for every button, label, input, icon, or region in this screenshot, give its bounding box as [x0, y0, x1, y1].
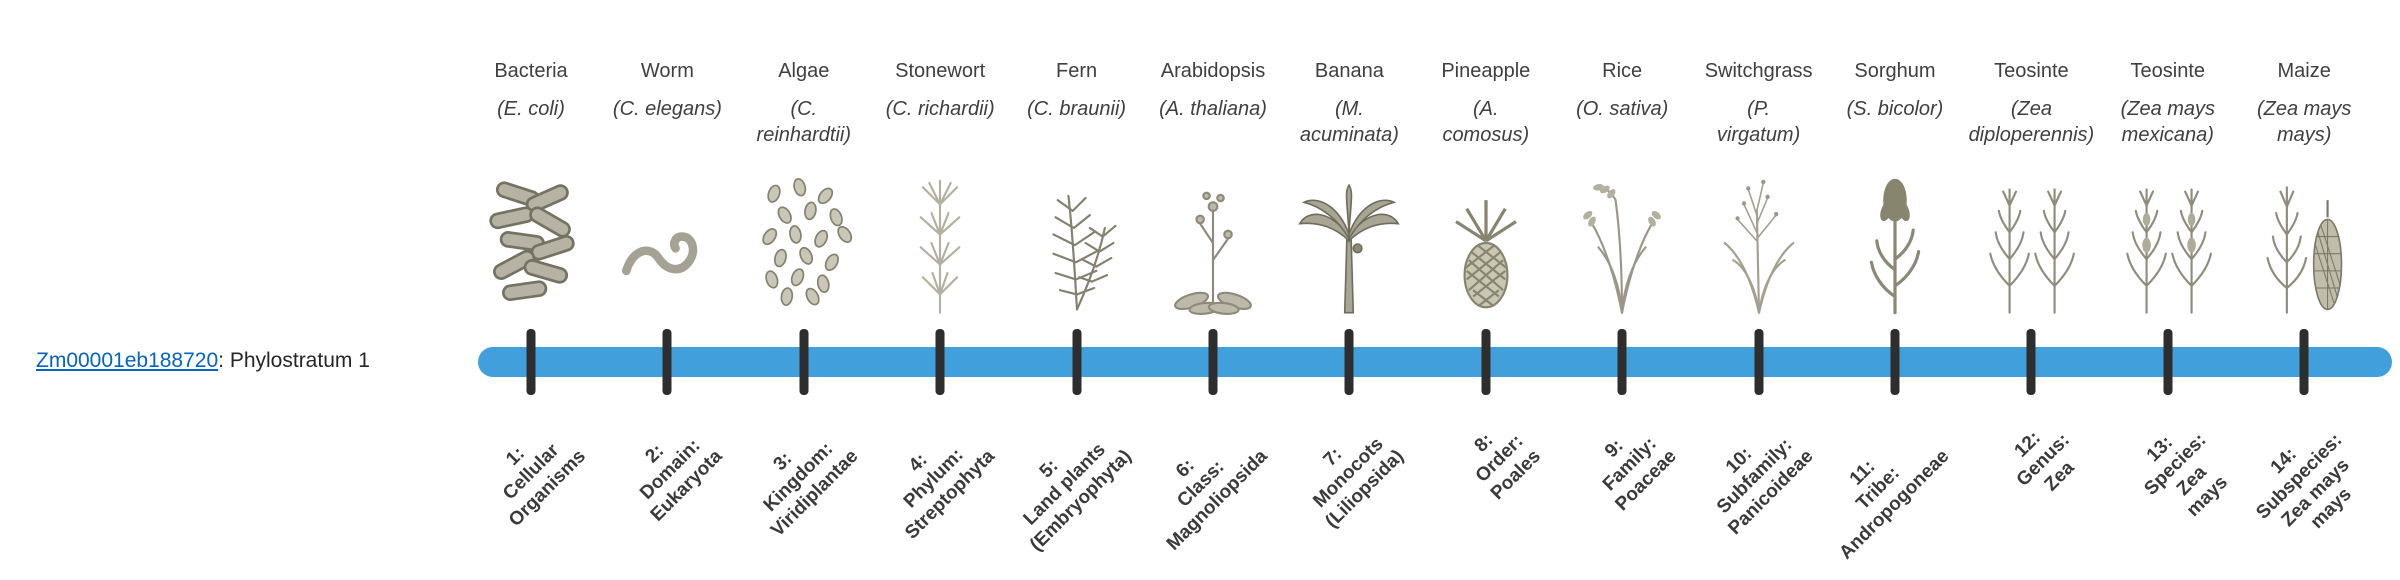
- timeline-tick: [1617, 329, 1627, 395]
- taxon-column: Teosinte (Zea diploperennis) 12: Genus: …: [1961, 0, 2101, 580]
- taxon-scientific-name: (A. comosus): [1442, 98, 1530, 146]
- taxon-column: Switchgrass (P. virgatum) 10: Subfamily:…: [1689, 0, 1829, 580]
- taxon-scientific-name: (C. elegans): [612, 98, 722, 120]
- sorghum-icon: [1839, 168, 1951, 318]
- phylostratum-label: 12: Genus: Zea: [2010, 427, 2079, 496]
- taxon-common-name: Teosinte: [2130, 60, 2206, 82]
- phylostratum-label: 4: Phylum: Streptophyta: [900, 444, 999, 544]
- taxon-scientific-name: (P. virgatum): [1716, 98, 1801, 146]
- phylostratum-label: 7: Monocots (Liliopsida): [1309, 433, 1408, 533]
- taxon-common-name: Pineapple: [1441, 60, 1531, 82]
- pineapple-icon: [1430, 168, 1542, 318]
- rice-icon: [1566, 168, 1678, 318]
- phylostratum-label: 1: Cellular Organisms: [499, 440, 590, 531]
- phylostratum-label: 5: Land plants (Embryophyta): [1019, 439, 1136, 556]
- taxon-column: Bacteria (E. coli) 1: Cellular Organisms: [461, 0, 601, 580]
- switchgrass-icon: [1703, 168, 1815, 318]
- phylostratum-label: 3: Kingdom: Viridiplantae: [760, 438, 863, 541]
- taxon-common-name: Switchgrass: [1704, 60, 1813, 82]
- taxon-common-name: Maize: [2277, 60, 2331, 82]
- worm-icon: [611, 168, 723, 318]
- teosinte-diploperennis-icon: [1975, 168, 2087, 318]
- taxon-scientific-name: (S. bicolor): [1846, 98, 1944, 120]
- taxon-column: Teosinte (Zea mays mexicana) 13: Species…: [2098, 0, 2238, 580]
- taxon-column: Maize (Zea mays mays) 14: Subspecies: Ze…: [2234, 0, 2374, 580]
- fern-icon: [1021, 168, 1133, 318]
- timeline-tick: [1754, 329, 1764, 395]
- taxon-column: Arabidopsis (A. thaliana) 6: Class: Magn…: [1143, 0, 1283, 580]
- taxon-scientific-name: (C. braunii): [1027, 98, 1127, 120]
- taxon-scientific-name: (Zea diploperennis): [1968, 98, 2095, 146]
- timeline-tick: [799, 329, 809, 395]
- taxon-column: Rice (O. sativa) 9: Family: Poaceae: [1552, 0, 1692, 580]
- taxon-common-name: Bacteria: [494, 60, 568, 82]
- phylostratum-label: 6: Class: Magnoliopsida: [1162, 445, 1272, 555]
- taxon-common-name: Sorghum: [1854, 60, 1936, 82]
- taxon-scientific-name: (A. thaliana): [1159, 98, 1267, 120]
- phylostratum-label: 9: Family: Poaceae: [1599, 433, 1681, 516]
- taxon-column: Pineapple (A. comosus) 8: Order: Poales: [1416, 0, 1556, 580]
- phylostratum-label: 14: Subspecies: Zea mays mays: [2252, 429, 2357, 534]
- taxon-scientific-name: (C. richardii): [885, 98, 995, 120]
- banana-icon: [1293, 168, 1405, 318]
- taxon-common-name: Algae: [778, 60, 830, 82]
- teosinte-mexicana-icon: [2112, 168, 2224, 318]
- bacteria-icon: [475, 168, 587, 318]
- gene-label: Zm00001eb188720: Phylostratum 1: [36, 349, 370, 373]
- gene-label-suffix: : Phylostratum 1: [218, 349, 370, 372]
- algae-icon: [748, 168, 860, 318]
- timeline-tick: [1072, 329, 1082, 395]
- timeline-tick: [2163, 329, 2173, 395]
- phylostratum-label: 8: Order: Poales: [1470, 429, 1545, 504]
- taxon-common-name: Rice: [1602, 60, 1643, 82]
- taxon-scientific-name: (O. sativa): [1576, 98, 1669, 120]
- phylostratum-label: 13: Species: Zea mays: [2140, 429, 2232, 522]
- taxon-common-name: Stonewort: [895, 60, 986, 82]
- taxon-scientific-name: (E. coli): [497, 98, 565, 120]
- timeline-tick: [1344, 329, 1354, 395]
- timeline-tick: [1208, 329, 1218, 395]
- timeline-tick: [662, 329, 672, 395]
- stonewort-icon: [884, 168, 996, 318]
- timeline-tick: [2026, 329, 2036, 395]
- phylostratum-label: 11: Tribe: Andropogoneae: [1835, 445, 1954, 564]
- taxon-scientific-name: (C. reinhardtii): [756, 98, 852, 146]
- taxon-column: Banana (M. acuminata) 7: Monocots (Lilio…: [1279, 0, 1419, 580]
- phylostratum-label: 2: Domain: Eukaryota: [635, 435, 726, 526]
- maize-icon: [2248, 168, 2360, 318]
- taxon-scientific-name: (Zea mays mexicana): [2120, 98, 2216, 146]
- taxon-scientific-name: (M. acuminata): [1299, 98, 1399, 146]
- taxon-common-name: Fern: [1056, 60, 1098, 82]
- taxon-common-name: Worm: [640, 60, 694, 82]
- taxon-column: Fern (C. braunii) 5: Land plants (Embryo…: [1007, 0, 1147, 580]
- timeline-tick: [2299, 329, 2309, 395]
- taxon-column: Worm (C. elegans) 2: Domain: Eukaryota: [597, 0, 737, 580]
- taxon-column: Algae (C. reinhardtii) 3: Kingdom: Virid…: [734, 0, 874, 580]
- phylostratum-label: 10: Subfamily: Panicoideae: [1712, 434, 1818, 539]
- taxon-common-name: Teosinte: [1994, 60, 2069, 82]
- timeline-tick: [935, 329, 945, 395]
- taxon-column: Sorghum (S. bicolor) 11: Tribe: Andropog…: [1825, 0, 1965, 580]
- timeline-tick: [1890, 329, 1900, 395]
- taxon-column: Stonewort (C. richardii) 4: Phylum: Stre…: [870, 0, 1010, 580]
- taxon-common-name: Banana: [1314, 60, 1384, 82]
- timeline-bar: [478, 347, 2392, 377]
- arabidopsis-icon: [1157, 168, 1269, 318]
- timeline-tick: [526, 329, 536, 395]
- timeline-tick: [1481, 329, 1491, 395]
- taxon-scientific-name: (Zea mays mays): [2256, 98, 2352, 146]
- taxon-common-name: Arabidopsis: [1160, 60, 1266, 82]
- gene-id-link[interactable]: Zm00001eb188720: [36, 349, 219, 372]
